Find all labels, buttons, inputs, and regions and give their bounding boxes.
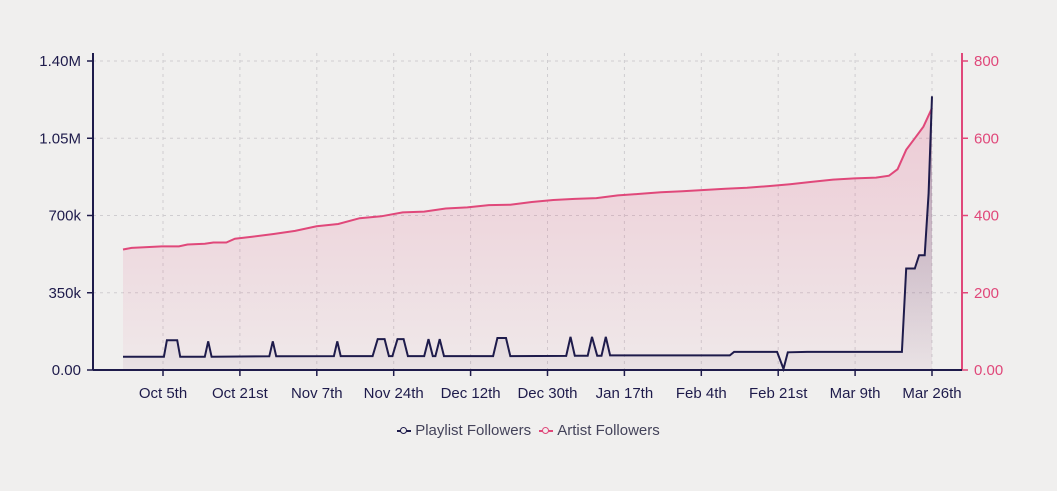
y-right-tick-label: 600 [974, 130, 999, 147]
artist-followers-area [123, 108, 932, 370]
y-left-tick-label: 700k [48, 208, 81, 225]
x-tick-label: Mar 26th [902, 385, 961, 402]
x-tick-label: Oct 21st [212, 385, 269, 402]
legend-marker-icon [397, 426, 412, 436]
axes: 0.00 350k 700k 1.05M 1.40M 0.00 200 400 600 800 Oc… [39, 53, 1003, 402]
x-tick-label: Jan 17th [596, 385, 654, 402]
x-tick-label: Nov 7th [291, 385, 343, 402]
x-tick-label: Mar 9th [830, 385, 881, 402]
artist-followers-line [122, 107, 933, 251]
y-left-tick-label: 1.05M [39, 130, 81, 147]
chart: 0.00 350k 700k 1.05M 1.40M 0.00 200 400 600 800 Oc… [39, 53, 1003, 402]
y-right-tick-label: 400 [974, 208, 999, 225]
y-left-tick-label: 350k [48, 285, 81, 302]
x-tick-label: Nov 24th [364, 385, 424, 402]
x-tick-label: Dec 30th [517, 385, 577, 402]
legend-label: Playlist Followers [415, 422, 532, 439]
y-left-tick-label: 1.40M [39, 53, 81, 70]
x-tick-label: Dec 12th [441, 385, 501, 402]
y-right-tick-label: 0.00 [974, 362, 1003, 379]
legend: Playlist Followers Artist Followers [0, 422, 1057, 440]
legend-marker-icon [539, 426, 554, 436]
x-tick-label: Oct 5th [139, 385, 187, 402]
legend-item-playlist[interactable]: Playlist Followers [397, 422, 531, 439]
playlist-followers-line [123, 96, 933, 373]
legend-item-artist[interactable]: Artist Followers [539, 422, 660, 439]
x-tick-label: Feb 21st [749, 385, 808, 402]
y-left-tick-label: 0.00 [52, 362, 81, 379]
y-right-tick-label: 200 [974, 285, 999, 302]
legend-label: Artist Followers [557, 422, 660, 439]
x-tick-label: Feb 4th [676, 385, 727, 402]
y-right-tick-label: 800 [974, 53, 999, 70]
